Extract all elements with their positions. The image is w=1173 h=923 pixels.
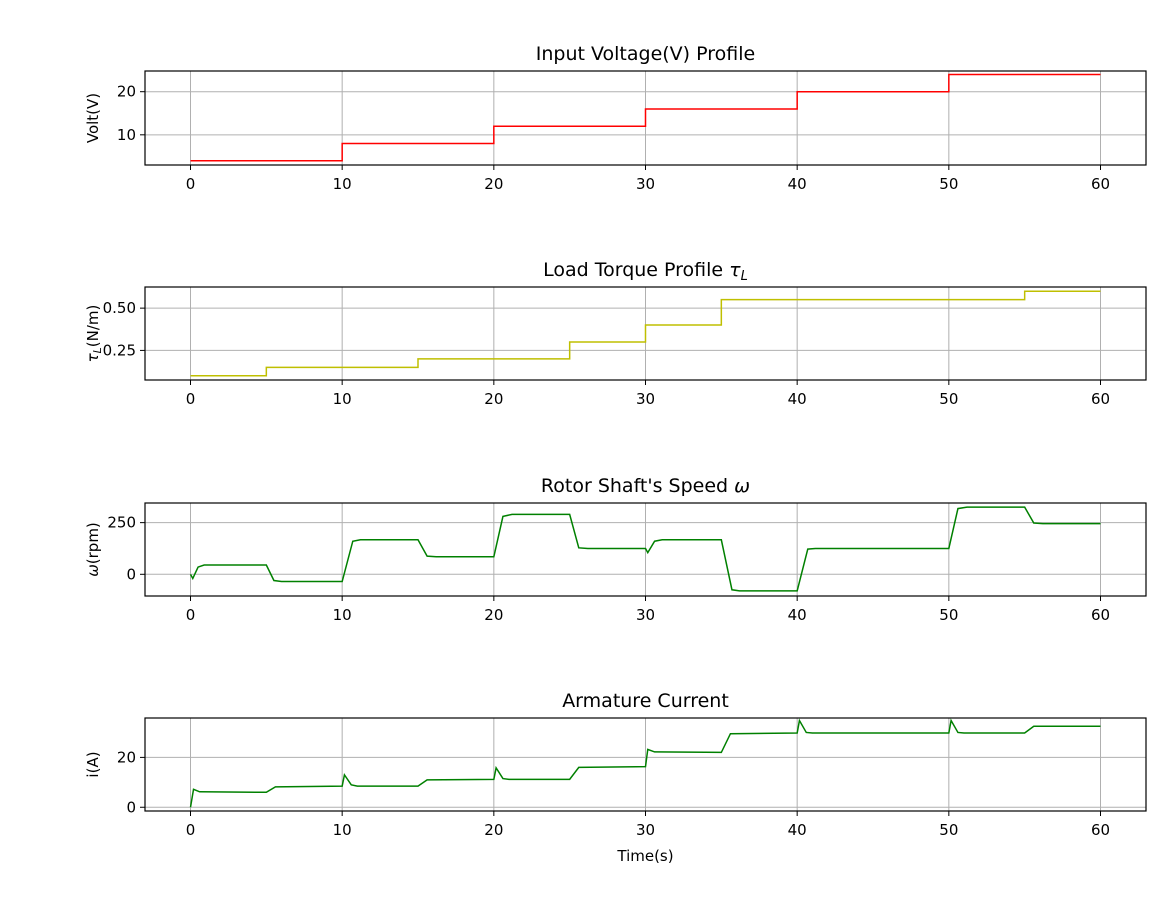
subplot-title: Armature Current — [562, 690, 729, 712]
y-tick-label: 20 — [117, 748, 136, 766]
subplot-1: 0 10 20 30 40 50 60 10 20 Input Voltage(V) Profil… — [84, 43, 1147, 193]
series-line — [189, 506, 1101, 592]
x-tick-label: 50 — [939, 175, 958, 193]
x-tick-label: 40 — [788, 606, 807, 624]
y-tick-label: 0.25 — [103, 341, 136, 359]
x-tick-label: 10 — [333, 390, 352, 408]
y-axis-label: ω(rpm) — [84, 522, 102, 577]
subplot-2: 0 10 20 30 40 50 60 0.25 0.50 Load Torque Profile… — [84, 259, 1147, 408]
x-tick-label: 40 — [788, 175, 807, 193]
y-tick-label: 0 — [126, 798, 136, 816]
y-axis-label: τL(N/m) — [84, 305, 104, 363]
y-tick-label: 20 — [117, 83, 136, 101]
x-tick-label: 0 — [186, 606, 196, 624]
x-tick-label: 10 — [333, 821, 352, 839]
x-tick-label: 50 — [939, 606, 958, 624]
x-tick-label: 60 — [1091, 390, 1110, 408]
x-tick-label: 60 — [1091, 606, 1110, 624]
x-tick-label: 20 — [484, 606, 503, 624]
x-tick-label: 60 — [1091, 821, 1110, 839]
x-tick-label: 30 — [636, 175, 655, 193]
y-tick-label: 0.50 — [103, 299, 136, 317]
x-tick-label: 40 — [788, 821, 807, 839]
x-tick-label: 10 — [333, 606, 352, 624]
y-tick-label: 250 — [107, 514, 136, 532]
x-tick-label: 20 — [484, 821, 503, 839]
subplot-title: Load Torque Profile τL — [543, 259, 748, 284]
y-tick-label: 10 — [117, 126, 136, 144]
x-tick-label: 30 — [636, 390, 655, 408]
x-axis-label: Time(s) — [616, 847, 673, 865]
series-line — [190, 290, 1101, 377]
x-tick-label: 20 — [484, 175, 503, 193]
y-axis-label: i(A) — [84, 751, 102, 777]
y-tick-label: 0 — [126, 565, 136, 583]
x-tick-label: 50 — [939, 390, 958, 408]
x-tick-label: 20 — [484, 390, 503, 408]
subplot-title: Input Voltage(V) Profile — [536, 43, 755, 65]
subplot-4: 0 10 20 30 40 50 60 0 20 Armature Current i(A) Time… — [84, 690, 1147, 865]
x-tick-label: 40 — [788, 390, 807, 408]
x-tick-label: 0 — [186, 175, 196, 193]
x-tick-label: 10 — [333, 175, 352, 193]
series-line — [190, 73, 1101, 162]
x-tick-label: 0 — [186, 390, 196, 408]
series-line — [189, 718, 1101, 808]
x-tick-label: 30 — [636, 821, 655, 839]
subplot-title: Rotor Shaft's Speed ω — [541, 475, 750, 497]
x-tick-label: 50 — [939, 821, 958, 839]
x-tick-label: 30 — [636, 606, 655, 624]
y-axis-label: Volt(V) — [84, 93, 102, 143]
x-tick-label: 0 — [186, 821, 196, 839]
x-tick-label: 60 — [1091, 175, 1110, 193]
subplot-3: 0 10 20 30 40 50 60 0 250 Rotor Shaft's Speed ω ω(… — [84, 475, 1147, 624]
